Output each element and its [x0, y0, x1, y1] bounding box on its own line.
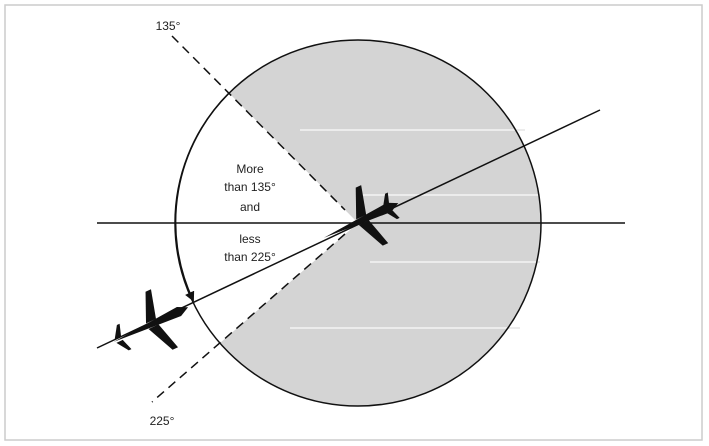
sector-text: less	[239, 232, 260, 246]
plane-left	[113, 289, 189, 351]
dashed-135	[171, 35, 346, 211]
sector-text: More	[236, 162, 264, 176]
plane-center	[323, 185, 400, 246]
arc-arrow	[174, 92, 230, 302]
stripes	[290, 129, 540, 329]
sector-text: than 135°	[224, 180, 276, 194]
label-225: 225°	[150, 414, 175, 428]
sector-text: than 225°	[224, 250, 276, 264]
dashed-225	[151, 233, 346, 403]
label-135: 135°	[156, 19, 181, 33]
sector-text: and	[240, 200, 260, 214]
